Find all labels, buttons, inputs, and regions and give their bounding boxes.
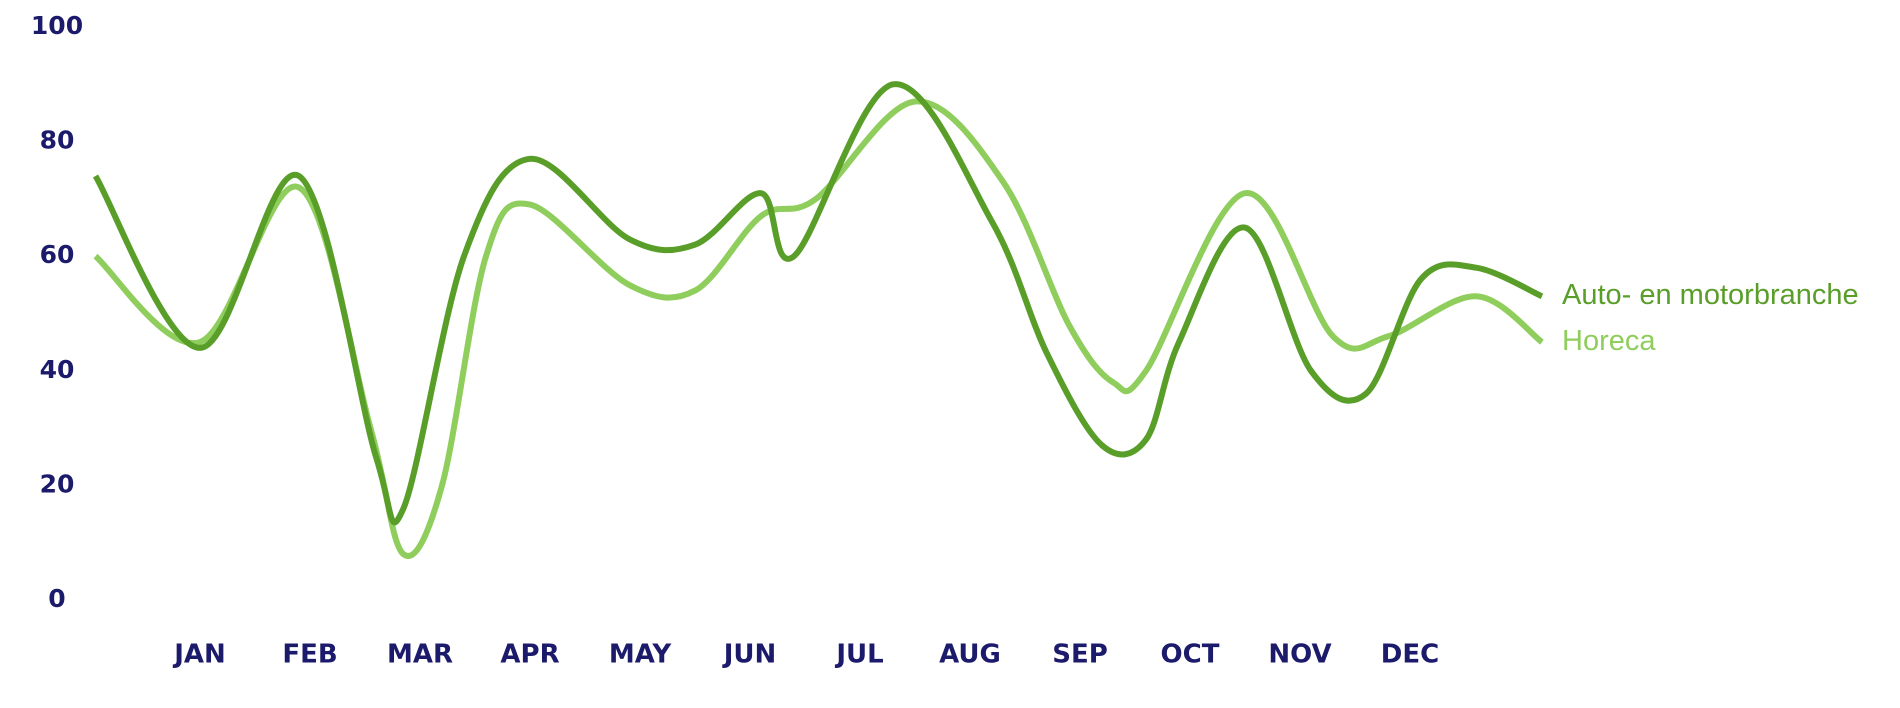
x-axis-ticks: JAN FEB MAR APR MAY JUN JUL AUG SEP OCT NOV DEC xyxy=(172,640,1439,670)
x-tick-label: JAN xyxy=(172,640,226,670)
y-tick-label: 100 xyxy=(31,11,83,40)
legend-entry: Horeca xyxy=(1562,325,1656,357)
x-tick-label: JUN xyxy=(722,640,777,670)
y-tick-label: 40 xyxy=(40,355,75,384)
x-tick-label: MAR xyxy=(387,640,453,670)
y-tick-label: 60 xyxy=(40,240,75,269)
y-tick-label: 80 xyxy=(40,126,75,155)
legend-entry: Auto- en motorbranche xyxy=(1562,279,1859,311)
y-tick-label: 20 xyxy=(40,469,75,498)
series-line xyxy=(93,98,1544,559)
y-tick-label: 0 xyxy=(48,584,65,613)
series-lines xyxy=(92,81,1544,559)
series-line xyxy=(92,81,1544,526)
x-tick-label: APR xyxy=(500,640,559,670)
x-tick-label: JUL xyxy=(834,640,883,670)
x-tick-label: SEP xyxy=(1052,640,1108,670)
x-tick-label: MAY xyxy=(609,640,673,670)
x-tick-label: DEC xyxy=(1381,640,1439,670)
legend: Auto- en motorbranche Horeca xyxy=(1562,279,1859,357)
y-axis-ticks: 0 20 40 60 80 100 xyxy=(31,11,83,613)
x-tick-label: FEB xyxy=(282,640,337,670)
x-tick-label: OCT xyxy=(1161,640,1220,670)
x-tick-label: AUG xyxy=(939,640,1001,670)
x-tick-label: NOV xyxy=(1268,640,1331,670)
